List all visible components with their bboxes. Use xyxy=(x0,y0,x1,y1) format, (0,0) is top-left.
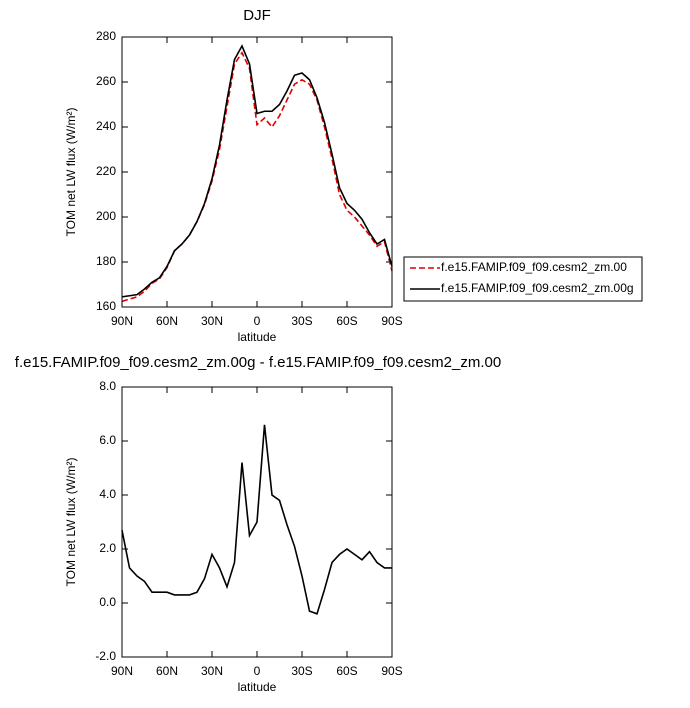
x-tick-label: 0 xyxy=(254,664,261,678)
x-tick-label: 30S xyxy=(291,314,312,328)
x-tick-label: 60S xyxy=(336,314,357,328)
y-tick-label: 180 xyxy=(96,254,116,268)
y-tick-label: 240 xyxy=(96,119,116,133)
legend: f.e15.FAMIP.f09_f09.cesm2_zm.00 f.e15.FAM… xyxy=(403,256,643,302)
x-tick-label: 90S xyxy=(381,314,402,328)
x-tick-label: 30N xyxy=(201,664,223,678)
legend-label: f.e15.FAMIP.f09_f09.cesm2_zm.00 xyxy=(441,260,627,274)
legend-label: f.e15.FAMIP.f09_f09.cesm2_zm.00g xyxy=(441,281,634,295)
y-tick-label: 160 xyxy=(96,299,116,313)
y-tick-label: 8.0 xyxy=(99,379,116,393)
x-tick-label: 0 xyxy=(254,314,261,328)
x-tick-label: 60N xyxy=(156,314,178,328)
series-line xyxy=(121,424,392,615)
x-tick-label: 90N xyxy=(111,314,133,328)
chart-title: DJF xyxy=(243,7,271,24)
y-tick-label: 6.0 xyxy=(99,433,116,447)
legend-box xyxy=(403,256,643,302)
chart-title: f.e15.FAMIP.f09_f09.cesm2_zm.00g - f.e15… xyxy=(15,354,501,371)
y-axis-label: TOM net LW flux (W/m²) xyxy=(64,458,78,587)
y-tick-label: 200 xyxy=(96,209,116,223)
y-tick-label: 4.0 xyxy=(99,487,116,501)
series-line xyxy=(121,51,393,303)
series-line xyxy=(121,44,393,298)
x-axis-label: latitude xyxy=(238,680,277,694)
y-axis-label: TOM net LW flux (W/m²) xyxy=(64,108,78,237)
y-tick-label: 0.0 xyxy=(99,595,116,609)
x-tick-label: 60S xyxy=(336,664,357,678)
x-tick-label: 30S xyxy=(291,664,312,678)
x-tick-label: 90S xyxy=(381,664,402,678)
plot-frame xyxy=(121,386,393,658)
y-tick-label: 220 xyxy=(96,164,116,178)
y-tick-label: 260 xyxy=(96,74,116,88)
y-tick-label: 2.0 xyxy=(99,541,116,555)
y-tick-label: 280 xyxy=(96,29,116,43)
x-tick-label: 30N xyxy=(201,314,223,328)
x-tick-label: 60N xyxy=(156,664,178,678)
x-axis-label: latitude xyxy=(238,330,277,344)
x-tick-label: 90N xyxy=(111,664,133,678)
y-tick-label: -2.0 xyxy=(95,649,116,663)
plot-frame xyxy=(121,36,393,308)
